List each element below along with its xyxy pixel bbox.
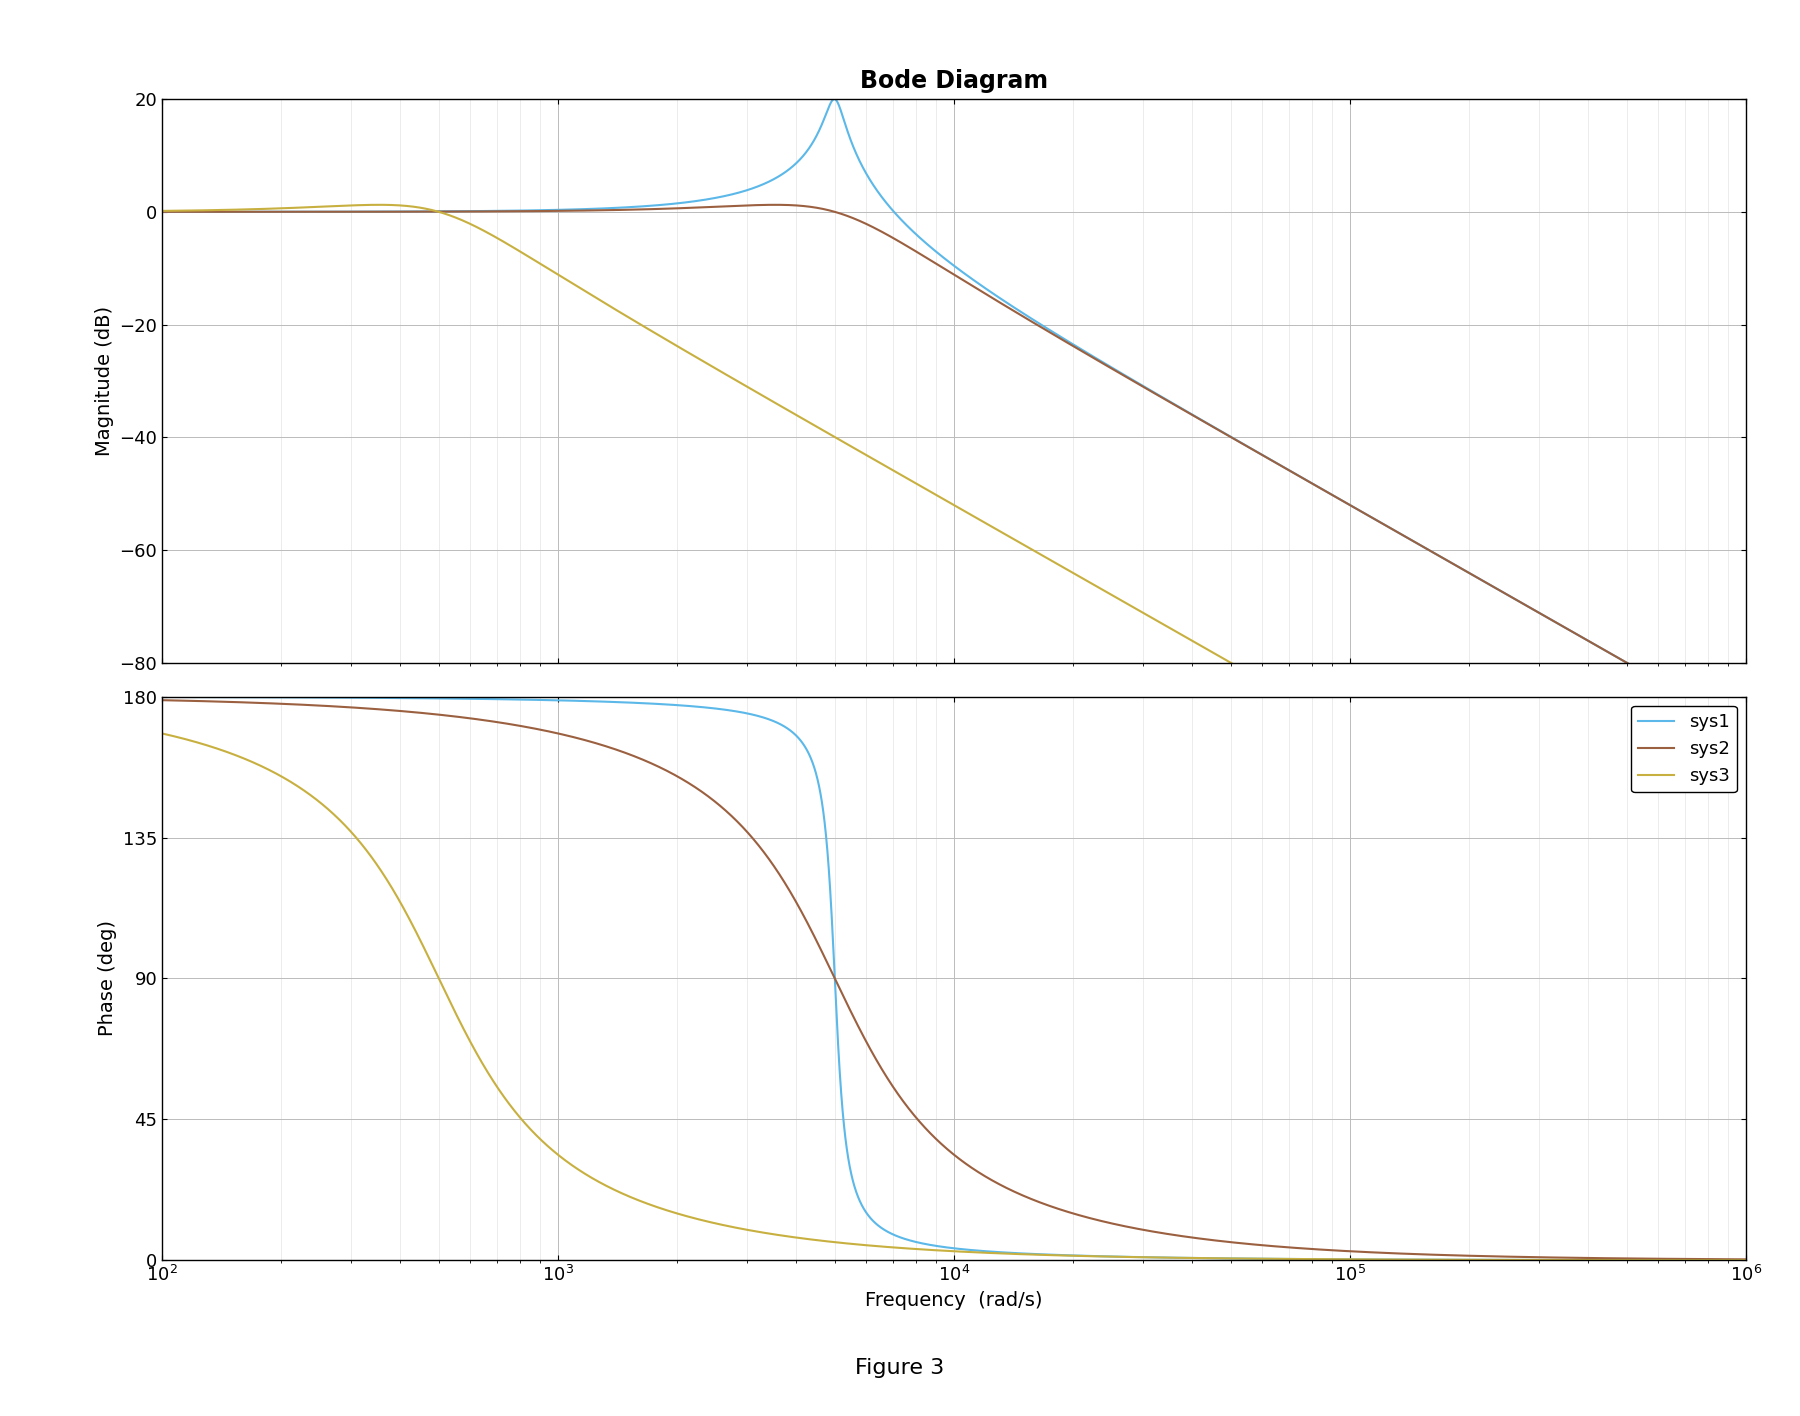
Y-axis label: Phase (deg): Phase (deg) bbox=[99, 920, 117, 1037]
sys3 bbox=[151, 725, 173, 742]
sys2 bbox=[151, 691, 173, 708]
sys2 bbox=[1325, 489, 1346, 506]
sys2 bbox=[765, 197, 787, 214]
sys3 bbox=[725, 1219, 747, 1236]
sys3 bbox=[1735, 947, 1757, 964]
Line: sys3: sys3 bbox=[162, 205, 1746, 956]
sys2 bbox=[151, 204, 173, 221]
sys3 bbox=[1089, 579, 1111, 596]
sys2 bbox=[1089, 1212, 1111, 1229]
sys3 bbox=[1409, 763, 1431, 780]
Legend: sys1, sys2, sys3: sys1, sys2, sys3 bbox=[1631, 705, 1737, 792]
sys3 bbox=[1157, 619, 1179, 636]
sys2 bbox=[725, 197, 747, 214]
Line: sys2: sys2 bbox=[162, 700, 1746, 1259]
sys1 bbox=[725, 185, 747, 202]
sys1 bbox=[1089, 351, 1111, 368]
sys1 bbox=[1089, 1247, 1111, 1264]
sys3 bbox=[1735, 1252, 1757, 1269]
Line: sys1: sys1 bbox=[162, 99, 1746, 731]
sys3 bbox=[369, 197, 391, 214]
Line: sys1: sys1 bbox=[162, 697, 1746, 1260]
sys3 bbox=[1325, 715, 1346, 732]
sys1 bbox=[1325, 489, 1346, 506]
sys3 bbox=[1157, 1249, 1179, 1266]
sys1 bbox=[1409, 537, 1431, 554]
sys2 bbox=[1157, 392, 1179, 409]
sys2 bbox=[1325, 1242, 1346, 1259]
sys1 bbox=[725, 702, 747, 719]
sys3 bbox=[230, 201, 252, 218]
sys1 bbox=[1409, 1252, 1431, 1269]
sys1 bbox=[1735, 1252, 1757, 1269]
Title: Bode Diagram: Bode Diagram bbox=[860, 69, 1048, 93]
sys1 bbox=[151, 688, 173, 705]
sys3 bbox=[1325, 1250, 1346, 1267]
sys2 bbox=[1735, 1250, 1757, 1267]
sys3 bbox=[1409, 1252, 1431, 1269]
sys1 bbox=[1735, 722, 1757, 739]
sys2 bbox=[1409, 1246, 1431, 1263]
sys2 bbox=[230, 694, 252, 711]
sys2 bbox=[1735, 722, 1757, 739]
sys1 bbox=[230, 204, 252, 221]
sys1 bbox=[230, 688, 252, 705]
sys3 bbox=[151, 202, 173, 219]
Text: Figure 3: Figure 3 bbox=[855, 1358, 945, 1378]
sys3 bbox=[725, 371, 747, 388]
sys1 bbox=[823, 91, 844, 108]
sys3 bbox=[230, 749, 252, 766]
sys2 bbox=[725, 811, 747, 828]
sys1 bbox=[1157, 392, 1179, 409]
Line: sys3: sys3 bbox=[162, 733, 1746, 1260]
sys1 bbox=[1325, 1250, 1346, 1267]
sys3 bbox=[1089, 1247, 1111, 1264]
sys1 bbox=[151, 204, 173, 221]
Y-axis label: Magnitude (dB): Magnitude (dB) bbox=[95, 306, 113, 456]
sys2 bbox=[230, 204, 252, 221]
sys2 bbox=[1089, 353, 1111, 370]
Line: sys2: sys2 bbox=[162, 205, 1746, 731]
sys2 bbox=[1157, 1226, 1179, 1243]
X-axis label: Frequency  (rad/s): Frequency (rad/s) bbox=[866, 1291, 1042, 1310]
sys1 bbox=[1157, 1249, 1179, 1266]
sys2 bbox=[1409, 537, 1431, 554]
